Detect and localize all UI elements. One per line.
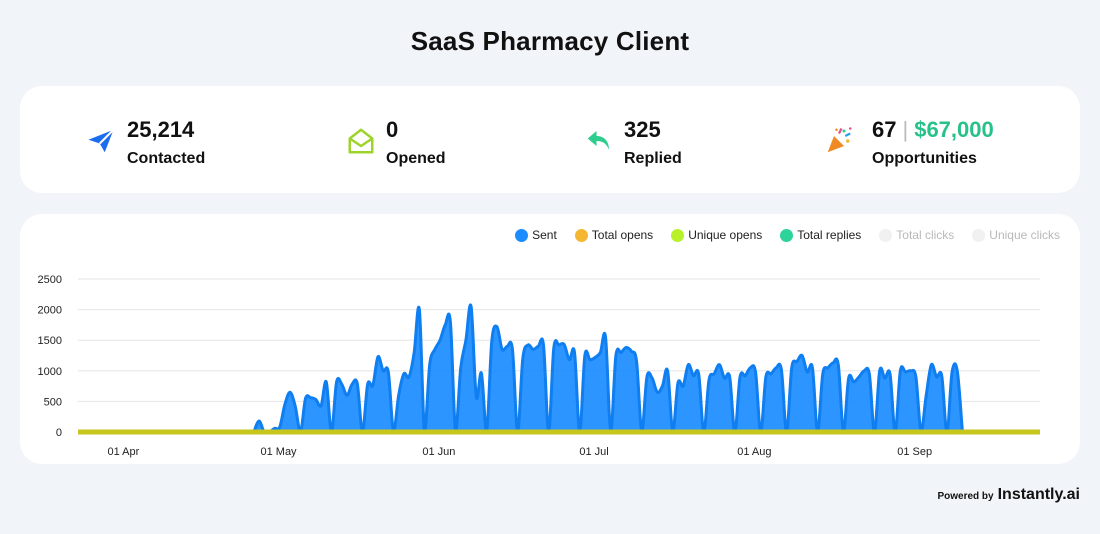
stats-card: 25,214 Contacted 0 Opened 325 Replied 67… <box>20 86 1080 193</box>
legend-item-total-opens[interactable]: Total opens <box>574 228 654 242</box>
legend-label: Unique clicks <box>989 228 1060 242</box>
legend-label: Total opens <box>591 228 654 242</box>
footer: Powered by Instantly.ai <box>937 486 1080 504</box>
stat-opportunities-label: Opportunities <box>872 150 977 167</box>
party-popper-icon <box>827 127 852 153</box>
sent-series-line <box>252 303 964 434</box>
y-tick-label: 2000 <box>38 305 62 317</box>
stat-contacted-label: Contacted <box>127 150 206 167</box>
x-tick-label: 01 Sep <box>897 446 932 458</box>
legend-item-total-replies[interactable]: Total replies <box>780 228 861 242</box>
opportunities-money: $67,000 <box>914 117 994 142</box>
open-envelope-icon <box>348 128 374 154</box>
legend-label: Total replies <box>797 228 862 242</box>
legend-item-total-clicks[interactable]: Total clicks <box>879 228 954 242</box>
legend-label: Total clicks <box>896 228 955 242</box>
y-tick-label: 0 <box>56 427 62 439</box>
opportunities-count: 67 <box>872 117 897 142</box>
brand-logo-text[interactable]: Instantly.ai <box>997 486 1080 503</box>
y-tick-label: 1500 <box>38 335 62 347</box>
powered-by-text: Powered by <box>937 491 994 502</box>
paper-plane-icon <box>88 129 115 153</box>
legend-label: Sent <box>532 228 557 242</box>
legend-label: Unique opens <box>688 228 763 242</box>
legend-dot <box>574 228 588 242</box>
x-tick-label: 01 Apr <box>107 446 139 458</box>
x-tick-label: 01 Jul <box>579 446 608 458</box>
y-tick-label: 500 <box>44 396 62 408</box>
legend-dot <box>515 228 529 242</box>
x-tick-label: 01 Jun <box>422 446 455 458</box>
x-tick-label: 01 Aug <box>737 446 771 458</box>
stat-contacted-value: 25,214 <box>127 117 195 142</box>
legend-item-unique-opens[interactable]: Unique opens <box>671 228 762 242</box>
x-tick-label: 01 May <box>260 446 297 458</box>
value-separator: | <box>902 117 909 142</box>
stat-opened-label: Opened <box>386 150 446 167</box>
y-tick-label: 1000 <box>38 366 62 378</box>
legend-dot <box>879 228 893 242</box>
legend-item-sent[interactable]: Sent <box>515 228 557 242</box>
stat-opportunities-value: 67 | $67,000 <box>872 117 994 143</box>
chart-card: 0 500 1000 1500 2000 2500 01 Apr 01 May 01 Jun 01… <box>20 214 1080 464</box>
page-title: SaaS Pharmacy Client <box>410 26 690 56</box>
sent-series-area[interactable] <box>253 304 963 432</box>
legend-dot <box>671 228 685 242</box>
reply-arrow-icon <box>587 131 609 150</box>
legend-dot <box>972 228 986 242</box>
stat-opened-value: 0 <box>386 117 399 142</box>
stat-replied-value: 325 <box>624 117 661 142</box>
chart-legend: Sent Total opens Unique opens Total replies… <box>497 228 1060 242</box>
stat-replied-label: Replied <box>624 150 682 167</box>
y-tick-label: 2500 <box>38 274 62 286</box>
sent-area-chart: 0 500 1000 1500 2000 2500 01 Apr 01 May 01 Jun 01… <box>38 274 1040 458</box>
legend-item-unique-clicks[interactable]: Unique clicks <box>972 228 1060 242</box>
legend-dot <box>780 228 794 242</box>
